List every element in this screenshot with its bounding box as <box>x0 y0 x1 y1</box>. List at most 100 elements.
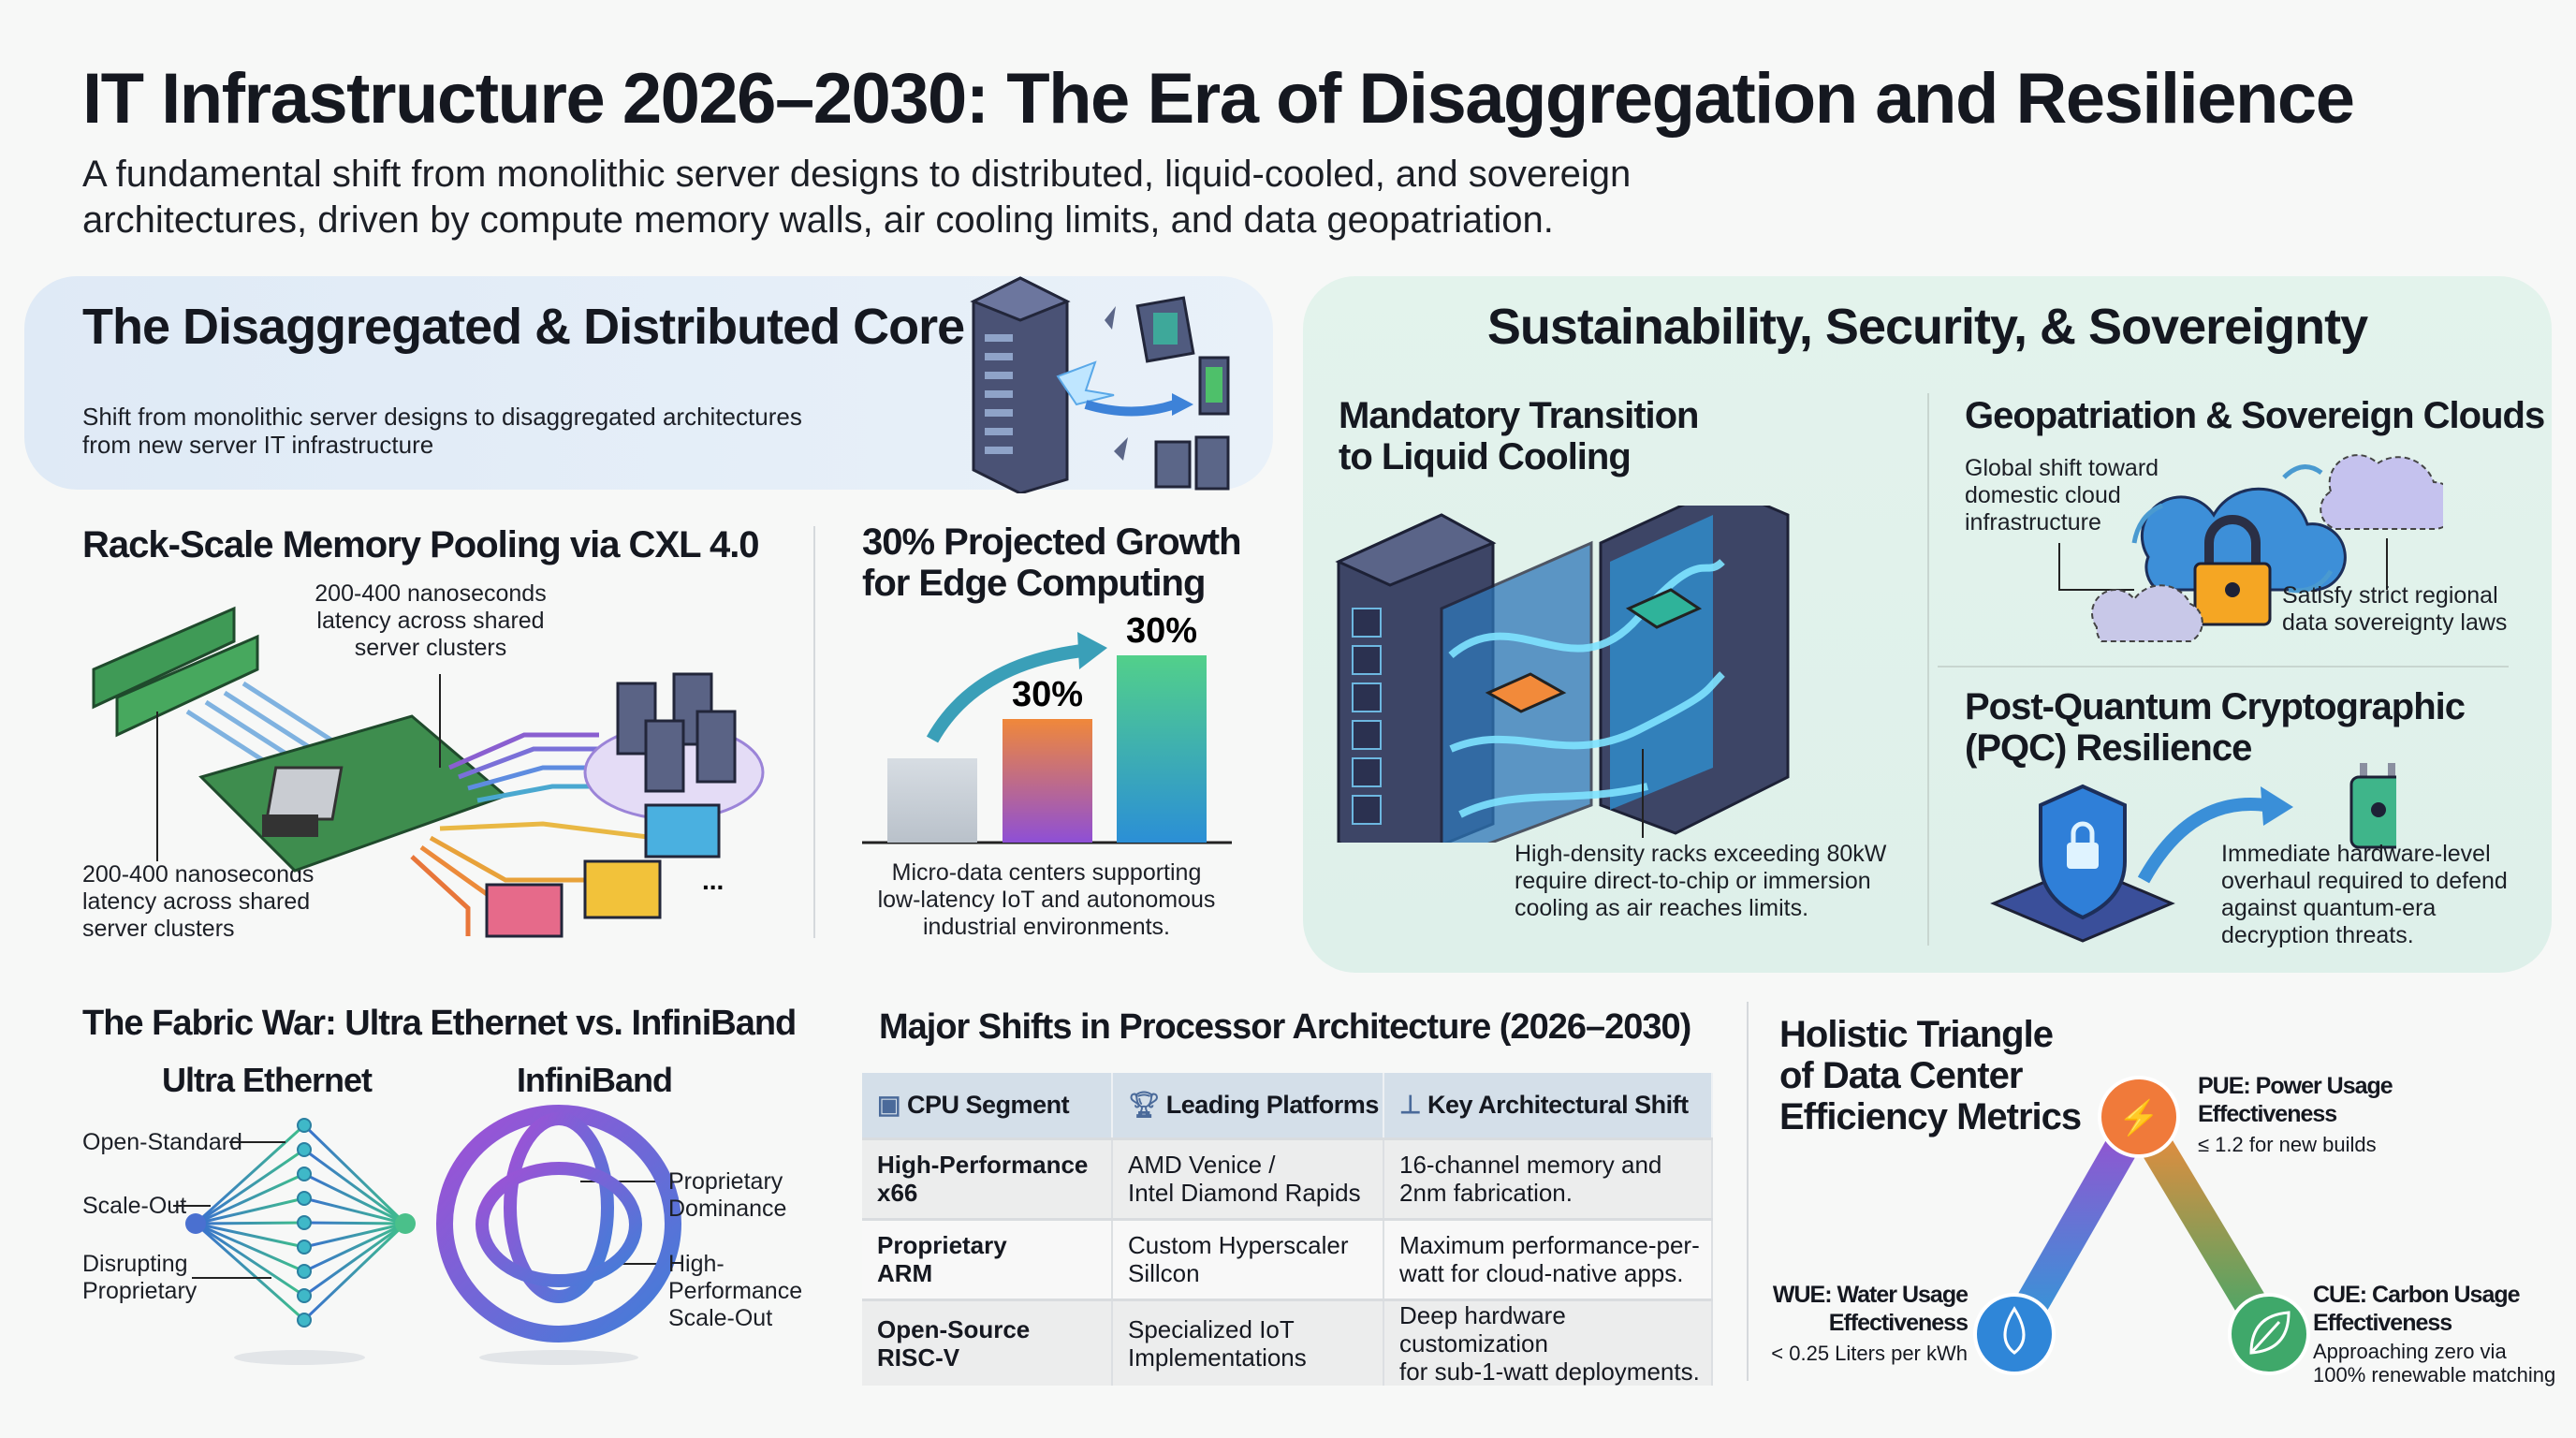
desc-line: decryption threats. <box>2221 922 2414 948</box>
cell-platforms: Specialized IoT Implementations <box>1112 1298 1384 1386</box>
infiniband-label-dominance: Proprietary Dominance <box>668 1168 787 1222</box>
divider <box>1938 666 2509 668</box>
cell-shift: Deep hardware customization for sub-1-wat… <box>1383 1298 1713 1386</box>
page-title: IT Infrastructure 2026–2030: The Era of … <box>82 59 2355 139</box>
bar <box>1117 655 1207 843</box>
sovereignty-note: Satisfy strict regional data sovereignty… <box>2282 582 2507 637</box>
caption-line: cooling as air reaches limits. <box>1515 895 1809 921</box>
edge-growth-title: 30% Projected Growth for Edge Computing <box>862 521 1242 604</box>
infiniband-inner-ring <box>504 1112 614 1303</box>
bar <box>887 758 977 843</box>
caption-line: industrial environments. <box>922 914 1170 940</box>
sovereign-cloud-illustration <box>2058 454 2443 642</box>
processor-table: ▣ CPU Segment 🏆︎ Leading Platforms ⊥ Key… <box>862 1073 1713 1386</box>
memory-latency-label-bottom: 200-400 nanoseconds latency across share… <box>82 861 314 943</box>
pue-label: PUE: Power Usage Effectiveness ≤ 1.2 for… <box>2198 1072 2393 1159</box>
label-line: server clusters <box>82 916 235 942</box>
arrow-icon <box>2137 798 2266 884</box>
ethernet-label-open-standard: Open-Standard <box>82 1129 242 1155</box>
metric-value: ≤ 1.2 for new builds <box>2198 1133 2377 1156</box>
pqc-title: Post-Quantum Cryptographic (PQC) Resilie… <box>1965 686 2466 769</box>
cloud-icon <box>2140 487 2347 592</box>
metric-title: Effectiveness <box>1828 1310 1969 1336</box>
cell-shift: Maximum performance-per-watt for cloud-n… <box>1383 1217 1713 1299</box>
core-desc-line: from new server IT infrastructure <box>82 431 434 459</box>
divider <box>1927 393 1929 946</box>
cell-platforms: Custom Hyperscaler Sillcon <box>1112 1217 1384 1299</box>
caption-line: require direct-to-chip or immersion <box>1515 868 1871 894</box>
water-drop-icon <box>1973 1293 2056 1375</box>
ethernet-link <box>195 1222 305 1298</box>
ethernet-node <box>297 1215 312 1230</box>
caption-line: High-density racks exceeding 80kW <box>1515 841 1887 867</box>
processor-table-title: Major Shifts in Processor Architecture (… <box>879 1007 1691 1047</box>
infiniband-label: InfiniBand <box>517 1061 673 1099</box>
ethernet-label-scale-out: Scale-Out <box>82 1193 187 1219</box>
ethernet-link <box>302 1222 407 1322</box>
metrics-title: Holistic Triangle of Data Center Efficie… <box>1779 1014 2082 1137</box>
cpu-chip-icon: ▣ <box>877 1090 901 1119</box>
infiniband-label-performance: High-Performance Scale-Out <box>668 1251 803 1331</box>
label-line: 200-400 nanoseconds <box>315 580 547 607</box>
metric-title: Effectiveness <box>2198 1101 2337 1127</box>
ethernet-node <box>297 1288 312 1303</box>
page-subtitle: A fundamental shift from monolithic serv… <box>82 152 1631 243</box>
pqc-shield-illustration <box>1990 763 2396 943</box>
metric-title: Effectiveness <box>2313 1310 2452 1336</box>
title-line: Efficiency Metrics <box>1779 1096 2082 1137</box>
subtitle-line: A fundamental shift from monolithic serv… <box>82 154 1632 195</box>
divider <box>813 526 815 938</box>
title-line: for Edge Computing <box>862 563 1206 604</box>
ethernet-link <box>194 1123 306 1225</box>
cell-segment: Proprietary ARM <box>862 1217 1113 1299</box>
liquid-cooling-caption: High-density racks exceeding 80kW requir… <box>1515 841 1886 922</box>
ram-modules-icon <box>92 606 259 738</box>
cxl-memory-pool-illustration: ... <box>92 606 765 938</box>
growth-arrow-icon <box>926 644 1083 743</box>
desc-line: against quantum-era <box>2221 895 2437 921</box>
fabric-war-title: The Fabric War: Ultra Ethernet vs. Infin… <box>82 1004 797 1043</box>
memory-pooling-title: Rack-Scale Memory Pooling via CXL 4.0 <box>82 524 760 565</box>
ethernet-endpoint-node <box>185 1213 206 1234</box>
table-row: Proprietary ARM Custom Hyperscaler Sillcon… <box>862 1217 1713 1299</box>
ethernet-link <box>303 1196 406 1225</box>
ethernet-link <box>302 1123 407 1225</box>
exploding-server-illustration <box>970 276 1230 493</box>
infiniband-inner-ring <box>476 1162 642 1287</box>
label-line: server clusters <box>354 635 507 661</box>
bar-data-label: 30% <box>1126 611 1197 651</box>
title-line: of Data Center <box>1779 1055 2023 1096</box>
metric-title: CUE: Carbon Usage <box>2313 1282 2521 1308</box>
trophy-icon: 🏆︎ <box>1128 1091 1160 1120</box>
chip-icon <box>1625 588 1703 629</box>
ethernet-endpoint-node <box>395 1213 416 1234</box>
core-description: Shift from monolithic server designs to … <box>82 403 802 459</box>
ethernet-link <box>303 1222 406 1298</box>
desc-line: domestic cloud <box>1965 482 2121 508</box>
column-header-platforms: 🏆︎ Leading Platforms <box>1112 1073 1384 1138</box>
title-line: Holistic Triangle <box>1779 1014 2054 1055</box>
bar <box>1003 719 1092 843</box>
ethernet-node <box>297 1167 312 1181</box>
ethernet-link <box>303 1222 406 1249</box>
caption-line: low-latency IoT and autonomous <box>877 887 1216 913</box>
ethernet-label-disrupting: Disrupting Proprietary <box>82 1251 198 1304</box>
cue-label: CUE: Carbon Usage Effectiveness Approach… <box>2313 1281 2555 1387</box>
pqc-desc: Immediate hardware-level overhaul requir… <box>2221 841 2508 949</box>
cell-segment: Open-Source RISC-V <box>862 1298 1113 1386</box>
geopatriation-desc: Global shift toward domestic cloud infra… <box>1965 455 2159 536</box>
desc-line: overhaul required to defend <box>2221 868 2508 894</box>
ethernet-node <box>297 1142 312 1157</box>
ethernet-link <box>195 1148 305 1225</box>
chip-icon <box>1485 672 1567 713</box>
label-line: latency across shared <box>82 888 311 915</box>
divider <box>1747 1002 1749 1381</box>
metric-title: PUE: Power Usage <box>2198 1073 2393 1099</box>
column-header-cpu-segment: ▣ CPU Segment <box>862 1073 1113 1138</box>
ethernet-node <box>297 1313 312 1328</box>
note-line: Satisfy strict regional <box>2282 582 2498 609</box>
label-line: 200-400 nanoseconds <box>82 861 315 888</box>
metric-value: Approaching zero via <box>2313 1340 2507 1363</box>
ellipsis: ... <box>702 866 724 895</box>
ethernet-link <box>303 1172 406 1225</box>
